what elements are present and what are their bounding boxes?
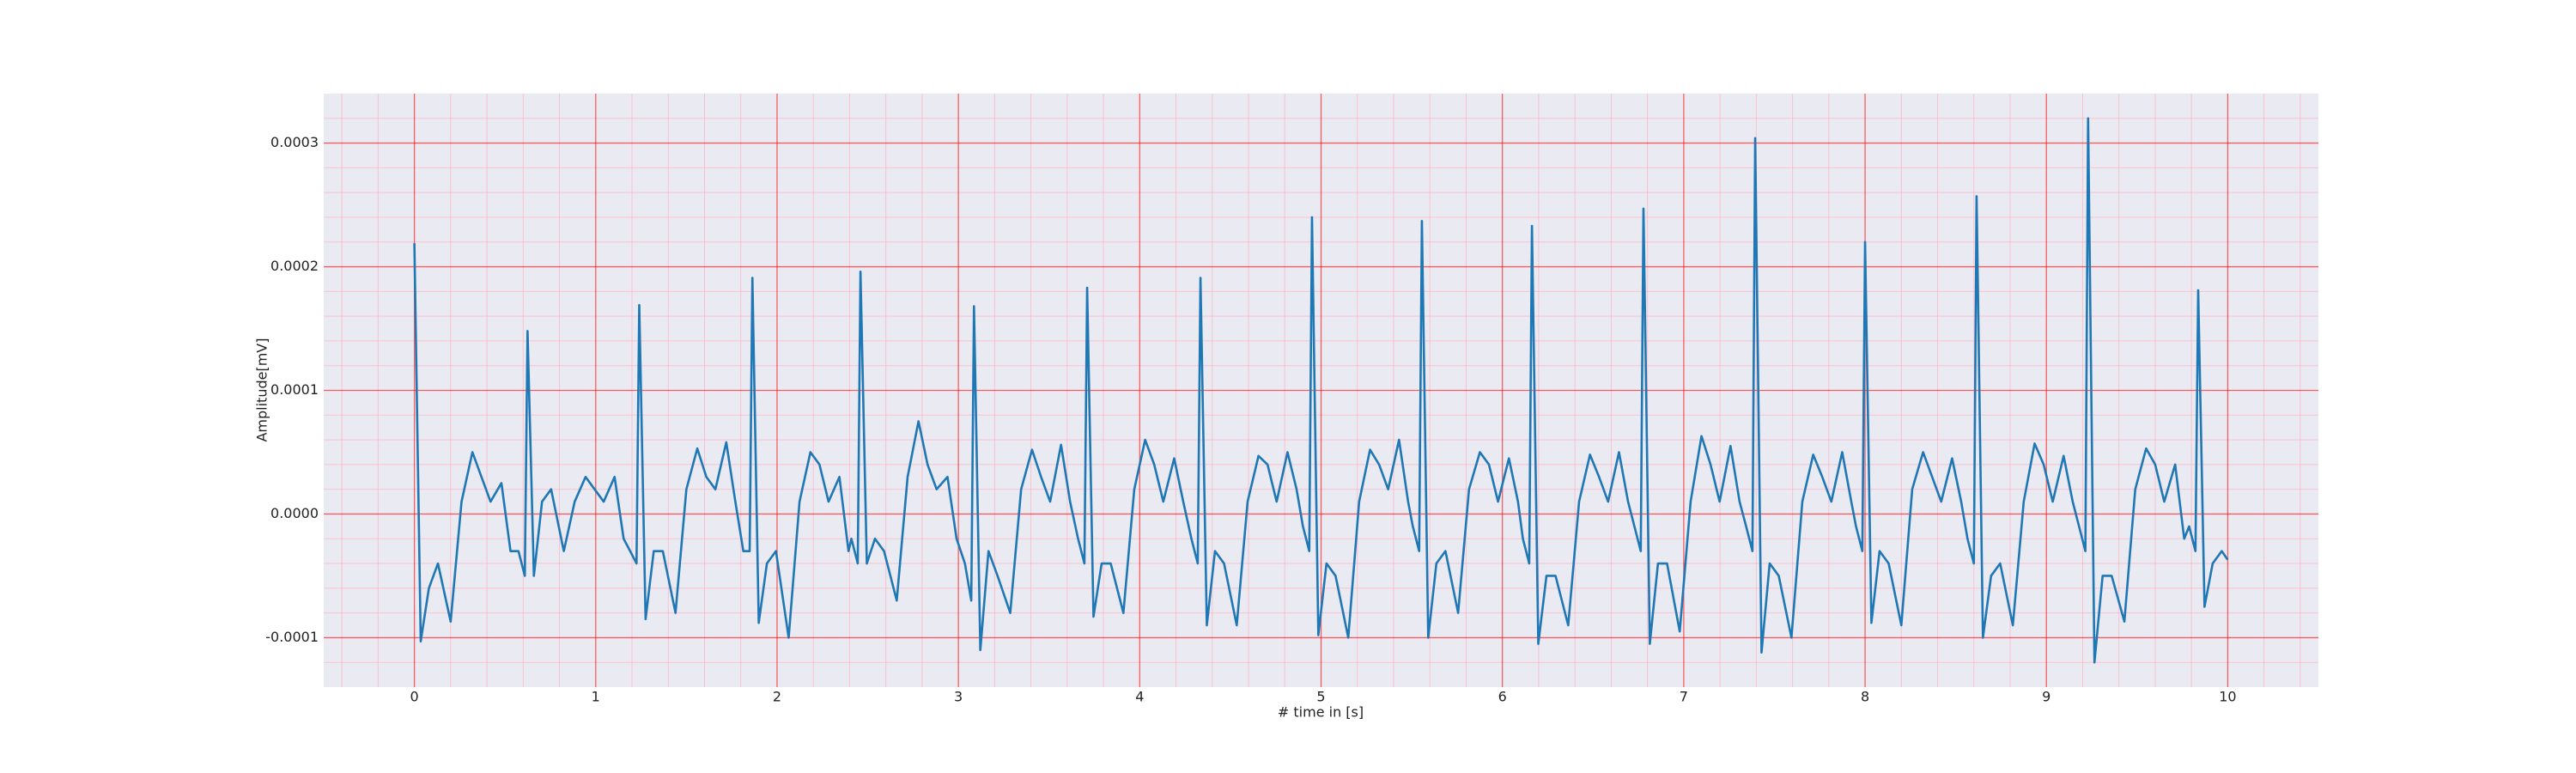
x-tick-label: 1 <box>592 689 600 705</box>
x-tick-label: 10 <box>2219 689 2236 705</box>
x-tick-label: 9 <box>2042 689 2050 705</box>
x-axis-label: # time in [s] <box>1278 704 1364 721</box>
x-tick-label: 0 <box>410 689 418 705</box>
data-line <box>413 117 2229 664</box>
x-tick-label: 6 <box>1498 689 1507 705</box>
x-tick-label: 4 <box>1135 689 1144 705</box>
y-tick-label: 0.0002 <box>270 258 319 274</box>
y-tick-label: 0.0001 <box>270 381 319 398</box>
x-tick-label: 8 <box>1861 689 1869 705</box>
x-tick-label: 5 <box>1316 689 1325 705</box>
x-tick-label: 2 <box>773 689 781 705</box>
y-tick-label: -0.0001 <box>265 629 319 645</box>
y-tick-label: 0.0000 <box>270 505 319 521</box>
x-tick-label: 3 <box>954 689 963 705</box>
x-tick-label: 7 <box>1680 689 1688 705</box>
y-tick-label: 0.0003 <box>270 134 319 150</box>
y-axis-label: Amplitude[mV] <box>254 338 270 441</box>
